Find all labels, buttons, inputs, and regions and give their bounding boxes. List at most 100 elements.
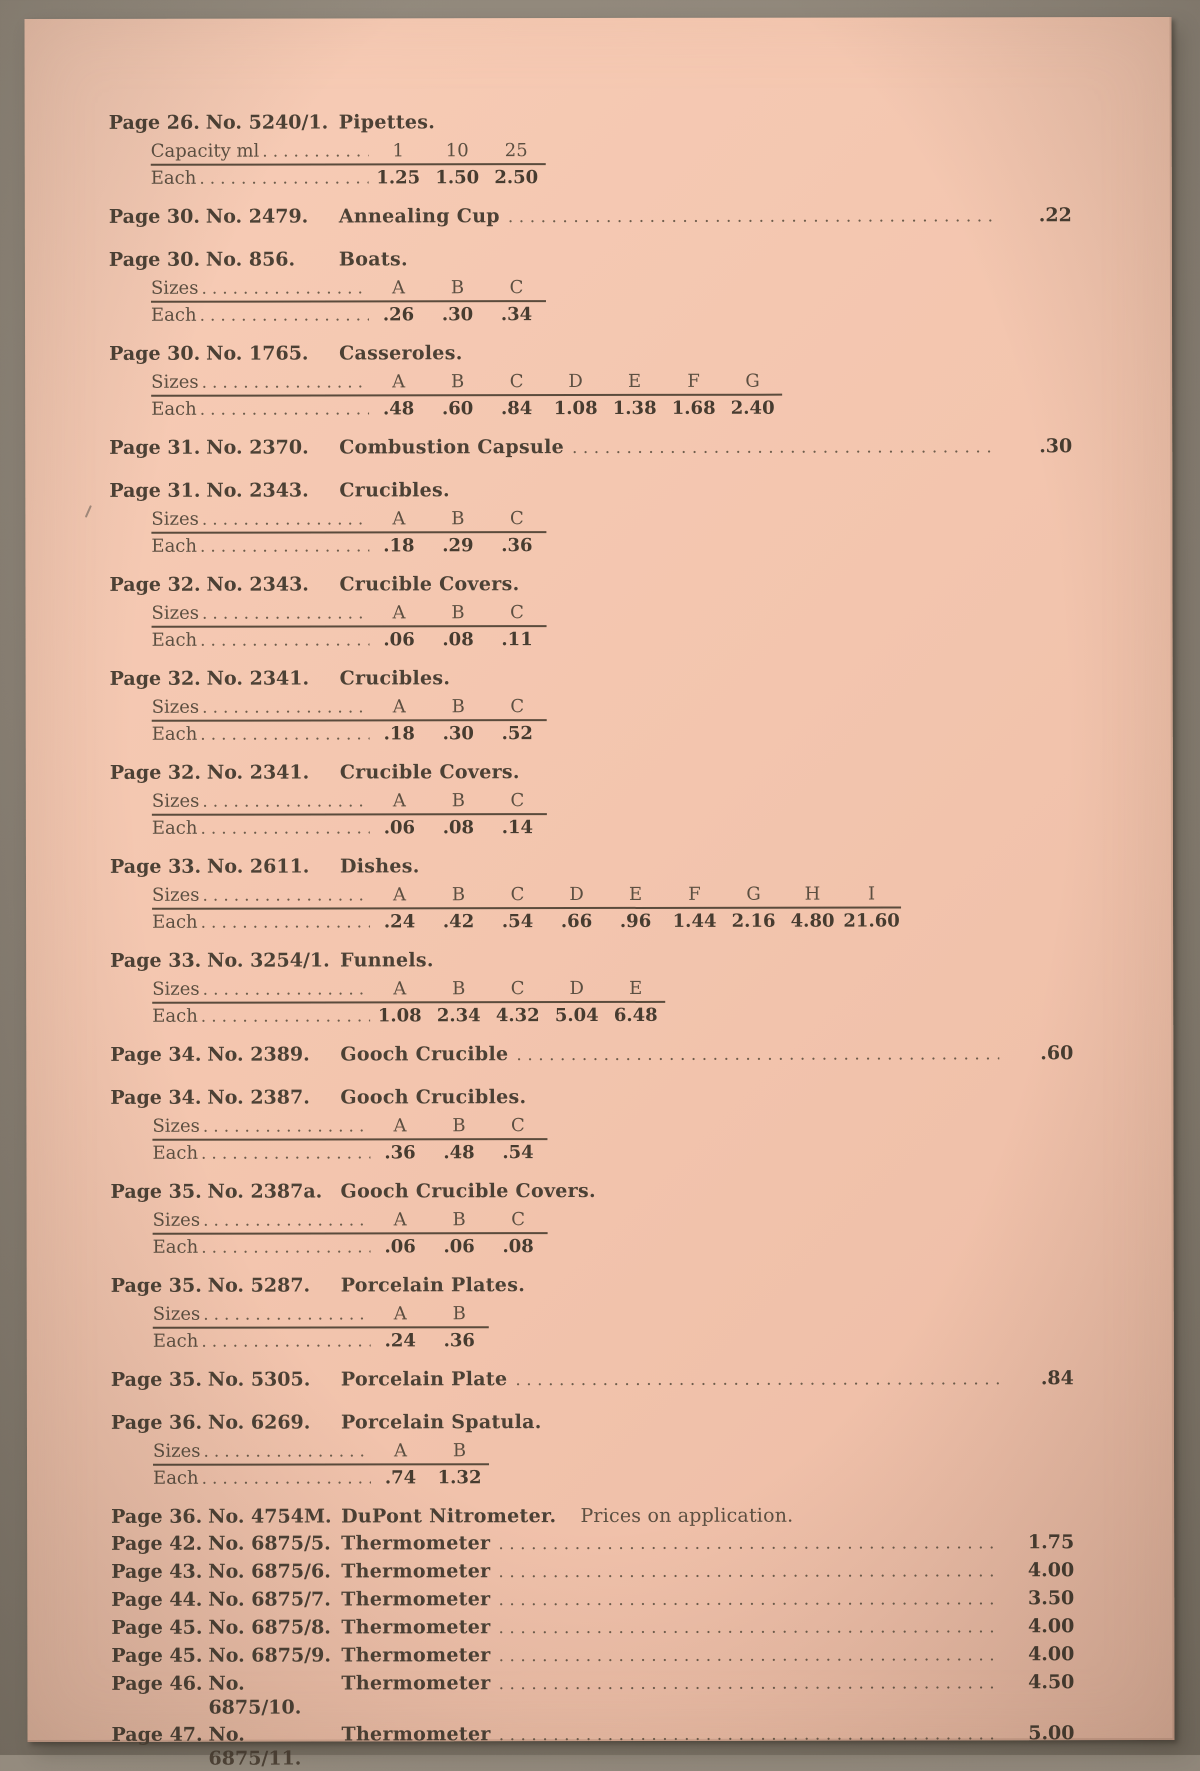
size-row: Sizes...................................… bbox=[153, 1207, 548, 1233]
entry-catalog-number: No. 2341. bbox=[206, 761, 310, 784]
size-letter: 25 bbox=[504, 140, 528, 162]
size-letter: C bbox=[509, 508, 524, 530]
entry-catalog-number: No. 2387. bbox=[207, 1086, 310, 1109]
entry-page-ref: Page 32. bbox=[109, 761, 201, 784]
entry-item-name: Thermometer bbox=[341, 1672, 491, 1695]
price-row: Each....................................… bbox=[151, 393, 783, 422]
entry-page-ref: Page 35. bbox=[110, 1274, 202, 1297]
entry-page-ref: Page 47. bbox=[111, 1723, 203, 1746]
entry-page-ref: Page 45. bbox=[111, 1616, 203, 1639]
leader-dots: ........................................… bbox=[200, 816, 370, 839]
size-letter: G bbox=[746, 883, 761, 905]
size-row: Sizes...................................… bbox=[151, 275, 546, 301]
entry-note: Prices on application. bbox=[580, 1504, 794, 1528]
size-letter: B bbox=[451, 884, 466, 906]
leader-dots: ........................................… bbox=[200, 628, 370, 651]
leader-dots: ........................................… bbox=[201, 507, 370, 530]
entry-page-ref: Page 34. bbox=[110, 1086, 202, 1109]
entry-catalog-number: No. 6875/5. bbox=[208, 1532, 331, 1555]
price-value: 2.40 bbox=[730, 397, 775, 419]
entry-item-name: Annealing Cup bbox=[338, 205, 500, 228]
row-label-text: Each bbox=[151, 723, 198, 745]
entry-item-name: Crucible Covers. bbox=[339, 573, 520, 596]
size-letter: 10 bbox=[445, 140, 469, 162]
leader-dots: ........................................… bbox=[262, 139, 369, 162]
entry-price: 3.50 bbox=[1027, 1587, 1075, 1610]
size-row: Sizes...................................… bbox=[152, 600, 547, 626]
row-label-text: Each bbox=[150, 304, 197, 326]
row-label-text: Each bbox=[152, 1142, 199, 1164]
entry-item-name: Thermometer bbox=[341, 1644, 491, 1667]
entry-catalog-number: No. 6269. bbox=[207, 1411, 311, 1434]
leader-dots: ........................................… bbox=[199, 303, 370, 326]
row-label-text: Each bbox=[152, 1236, 199, 1258]
row-label: Each....................................… bbox=[152, 1003, 370, 1029]
price-row: Each....................................… bbox=[152, 1326, 489, 1354]
price-value: .66 bbox=[560, 911, 593, 933]
entry-page-ref: Page 35. bbox=[110, 1368, 203, 1391]
row-label: Each....................................… bbox=[152, 815, 370, 841]
price-row: Each....................................… bbox=[152, 1138, 548, 1166]
row-label: Sizes...................................… bbox=[151, 369, 369, 395]
row-label-text: Sizes bbox=[151, 696, 200, 718]
size-row: Sizes...................................… bbox=[152, 881, 901, 907]
catalog-entry: Page 30. No. 1765. Casseroles. Sizes.......… bbox=[109, 340, 1072, 422]
entry-price: .84 bbox=[1040, 1367, 1074, 1390]
price-value: .74 bbox=[384, 1467, 417, 1489]
size-letter: A bbox=[393, 978, 407, 1000]
price-row: Each....................................… bbox=[152, 906, 902, 935]
row-label: Sizes...................................… bbox=[152, 788, 370, 814]
entry-price: 4.50 bbox=[1028, 1671, 1075, 1694]
size-letter: B bbox=[451, 790, 465, 812]
row-label-text: Sizes bbox=[152, 1303, 201, 1325]
row-label: Each....................................… bbox=[152, 721, 370, 747]
row-label-text: Sizes bbox=[151, 508, 199, 530]
row-label-text: Sizes bbox=[152, 1440, 201, 1462]
size-letter: G bbox=[745, 370, 760, 392]
entry-page-ref: Page 45. bbox=[111, 1644, 203, 1667]
entry-item-name: Porcelain Plates. bbox=[340, 1274, 526, 1297]
row-label-text: Each bbox=[151, 398, 197, 420]
size-letter: I bbox=[867, 883, 876, 905]
price-value: 1.32 bbox=[437, 1467, 482, 1489]
size-row: Sizes...................................… bbox=[152, 1113, 547, 1139]
size-letter: E bbox=[628, 370, 642, 392]
entry-catalog-number: No. 5305. bbox=[207, 1368, 311, 1391]
size-letter: B bbox=[451, 602, 465, 624]
leader-dots: ........................................… bbox=[516, 1042, 1000, 1066]
price-row: Each....................................… bbox=[151, 813, 547, 841]
entry-page-ref: Page 44. bbox=[111, 1588, 203, 1611]
size-letter: A bbox=[393, 884, 407, 906]
price-value: .06 bbox=[383, 629, 415, 651]
catalog-line-entry: Page 45. No. 6875/8. Thermometer..........… bbox=[111, 1614, 1074, 1641]
price-value: .52 bbox=[501, 723, 533, 745]
leader-dots: ........................................… bbox=[201, 1235, 371, 1258]
leader-dots: ........................................… bbox=[571, 435, 999, 459]
entry-price: 5.00 bbox=[1028, 1722, 1075, 1745]
entry-item-name: Pipettes. bbox=[338, 111, 436, 134]
entry-catalog-number: No. 2341. bbox=[206, 667, 310, 690]
catalog-entry: Page 35. No. 2387a. Gooch Crucible Covers.… bbox=[111, 1178, 1074, 1260]
price-value: 2.16 bbox=[731, 910, 776, 932]
size-letter: C bbox=[510, 884, 525, 906]
price-value: .36 bbox=[501, 535, 533, 557]
price-row: Each....................................… bbox=[153, 1463, 490, 1491]
catalog-entry: Page 26. No. 5240/1. Pipettes. Capacity ml.… bbox=[109, 109, 1072, 191]
price-value: .14 bbox=[501, 817, 534, 839]
entry-page-ref: Page 34. bbox=[110, 1043, 202, 1066]
row-label-text: Each bbox=[153, 1467, 199, 1489]
catalog-line-entry: Page 46. No. 6875/10. Thermometer.........… bbox=[111, 1670, 1074, 1720]
price-table: Sizes...................................… bbox=[152, 975, 1073, 1029]
price-row: Each....................................… bbox=[152, 1232, 548, 1260]
price-value: .08 bbox=[442, 817, 475, 839]
entry-page-ref: Page 30. bbox=[109, 342, 201, 365]
size-letter: A bbox=[392, 602, 406, 624]
row-label: Sizes...................................… bbox=[151, 275, 369, 301]
price-value: .06 bbox=[384, 1236, 416, 1258]
row-label-text: Capacity ml bbox=[150, 140, 260, 162]
catalog-entry: Page 33. No. 3254/1. Funnels. Sizes........… bbox=[110, 947, 1073, 1029]
size-letter: B bbox=[452, 1209, 466, 1231]
row-label-text: Each bbox=[151, 629, 198, 651]
entry-page-ref: Page 31. bbox=[109, 479, 201, 502]
price-value: 4.80 bbox=[790, 910, 835, 932]
